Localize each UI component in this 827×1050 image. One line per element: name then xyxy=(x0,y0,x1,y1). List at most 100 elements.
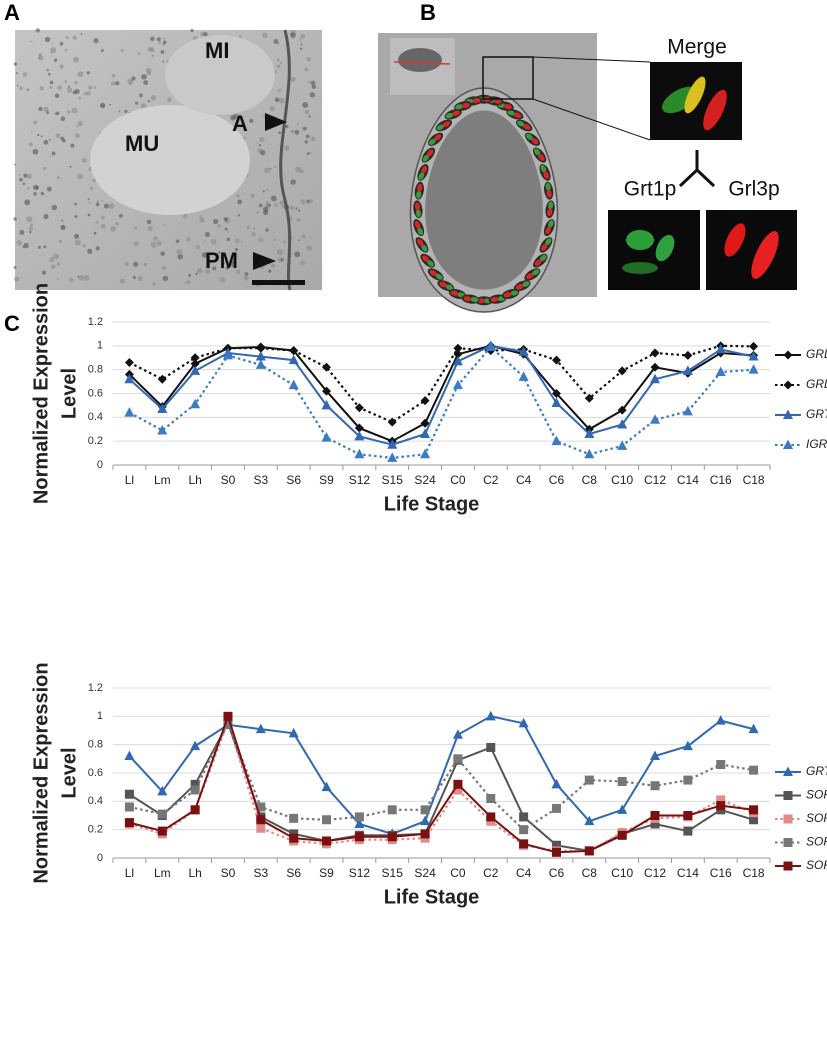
marker xyxy=(420,448,431,459)
marker xyxy=(322,362,332,372)
marker xyxy=(683,811,693,820)
texture xyxy=(309,236,312,239)
texture xyxy=(23,242,29,249)
texture xyxy=(132,275,136,279)
cell-red xyxy=(429,269,437,276)
y-tick-label: 0.8 xyxy=(88,364,103,376)
x-tick-label: S3 xyxy=(253,473,268,487)
cell xyxy=(454,101,472,111)
texture xyxy=(258,237,264,243)
texture xyxy=(294,166,301,173)
texture xyxy=(210,238,217,245)
texture xyxy=(149,47,155,53)
cell-red xyxy=(547,208,553,217)
arrow-a xyxy=(265,113,287,131)
marker xyxy=(256,802,266,812)
texture xyxy=(24,199,31,206)
y-tick-label: 1 xyxy=(97,710,103,722)
cell xyxy=(448,289,467,299)
texture xyxy=(234,238,240,244)
series-line xyxy=(129,720,754,832)
texture xyxy=(35,28,40,33)
texture xyxy=(310,248,313,250)
legend-label: IGR1 xyxy=(806,437,827,451)
texture xyxy=(306,56,311,62)
cell-ring xyxy=(409,87,559,313)
texture xyxy=(175,239,180,244)
marker xyxy=(617,366,627,376)
texture xyxy=(298,239,301,242)
cell-green xyxy=(545,182,551,191)
cell-red xyxy=(442,121,451,127)
x-tick-label: S9 xyxy=(319,866,334,880)
red-image xyxy=(706,210,797,290)
y-tick-label: 0.6 xyxy=(88,387,103,399)
cell-green xyxy=(516,120,525,127)
cell-green xyxy=(455,104,464,110)
zoom-line xyxy=(532,56,651,63)
texture xyxy=(38,55,44,61)
texture xyxy=(56,262,61,266)
texture xyxy=(86,71,90,75)
texture xyxy=(49,80,54,85)
texture xyxy=(88,201,91,204)
texture xyxy=(156,240,162,246)
texture xyxy=(305,134,310,139)
x-tick-label: C8 xyxy=(582,473,598,487)
texture xyxy=(47,72,51,76)
texture xyxy=(274,97,280,103)
texture xyxy=(158,41,161,45)
marker xyxy=(322,386,332,396)
marker xyxy=(453,785,463,795)
marker xyxy=(157,403,168,413)
texture xyxy=(266,188,269,191)
texture xyxy=(230,261,236,267)
texture xyxy=(26,88,29,92)
y-tick-label: 1.2 xyxy=(88,682,103,694)
texture xyxy=(87,213,91,217)
marker xyxy=(124,358,134,368)
texture xyxy=(161,265,167,271)
texture xyxy=(60,136,65,141)
marker xyxy=(749,815,759,825)
texture xyxy=(36,186,39,189)
texture xyxy=(276,64,281,69)
texture xyxy=(262,206,269,213)
texture xyxy=(176,249,183,255)
marker xyxy=(617,405,627,415)
texture xyxy=(139,93,143,98)
x-tick-label: S12 xyxy=(349,866,371,880)
texture xyxy=(51,204,57,211)
panel-label: A xyxy=(4,0,20,25)
x-tick-label: Lm xyxy=(154,473,171,487)
texture xyxy=(276,249,283,256)
marker xyxy=(783,838,793,847)
texture xyxy=(15,72,18,75)
texture xyxy=(16,240,23,246)
marker xyxy=(617,804,628,814)
texture xyxy=(297,123,299,125)
cell-red xyxy=(493,98,502,104)
texture xyxy=(30,40,33,43)
cell xyxy=(444,109,462,120)
blob xyxy=(751,231,779,279)
marker xyxy=(650,362,660,372)
marker xyxy=(584,448,595,459)
texture xyxy=(147,225,153,232)
texture xyxy=(160,251,166,256)
x-tick-label: Ll xyxy=(125,866,134,880)
texture xyxy=(131,76,136,81)
panel-label: B xyxy=(420,0,436,25)
marker xyxy=(783,814,793,824)
texture xyxy=(69,277,74,282)
cell-green xyxy=(445,112,454,119)
texture xyxy=(236,270,241,275)
texture xyxy=(78,274,84,281)
texture xyxy=(256,142,259,144)
marker xyxy=(124,789,134,799)
cell-red xyxy=(503,104,512,110)
inset-section xyxy=(393,61,451,65)
texture xyxy=(182,213,188,219)
marker xyxy=(420,428,431,439)
x-tick-label: C0 xyxy=(450,473,466,487)
